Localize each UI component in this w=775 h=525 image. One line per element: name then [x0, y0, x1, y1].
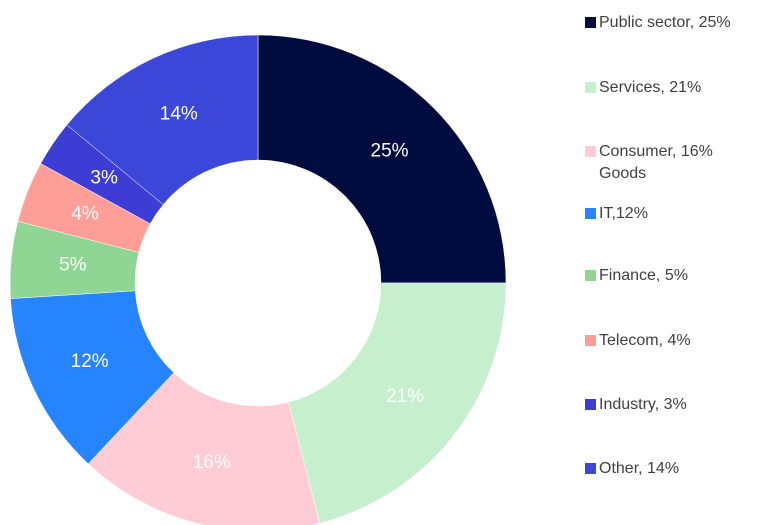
legend-label: IT,12% [599, 205, 648, 222]
donut-slice [257, 34, 507, 284]
legend-line: Goods [599, 165, 646, 182]
legend-label: Industry, 3% [599, 396, 687, 413]
legend-swatch [585, 335, 596, 346]
legend-swatch [585, 270, 596, 281]
data-label: 16% [193, 452, 231, 473]
data-label: 12% [71, 351, 109, 372]
data-label: 5% [59, 255, 87, 276]
data-label: 14% [160, 104, 198, 125]
legend-label: Consumer, 16% Goods [599, 143, 713, 182]
donut-slice [66, 34, 259, 205]
legend-line: Services, 21% [599, 79, 701, 96]
legend-swatch [585, 399, 596, 410]
data-label: 21% [386, 386, 424, 407]
legend-line: Finance, 5% [599, 267, 688, 284]
legend-line: Consumer, 16% [599, 143, 713, 160]
legend-line: Telecom, 4% [599, 332, 691, 349]
legend-label: Public sector, 25% [599, 14, 731, 31]
legend-line: IT,12% [599, 205, 648, 222]
legend-swatch [585, 208, 596, 219]
donut-slice [288, 282, 507, 524]
legend-swatch [585, 463, 596, 474]
legend-swatch [585, 146, 596, 157]
data-label: 3% [90, 167, 118, 188]
legend-swatch [585, 17, 596, 28]
legend-swatch [585, 82, 596, 93]
legend-line: Industry, 3% [599, 396, 687, 413]
data-label: 25% [371, 140, 409, 161]
legend-label: Services, 21% [599, 79, 701, 96]
legend-label: Other, 14% [599, 460, 679, 477]
data-label: 4% [71, 204, 99, 225]
donut-slice [87, 372, 320, 525]
legend-line: Public sector, 25% [599, 14, 731, 31]
legend-label: Telecom, 4% [599, 332, 691, 349]
legend-label: Finance, 5% [599, 267, 688, 284]
legend-line: Other, 14% [599, 460, 679, 477]
